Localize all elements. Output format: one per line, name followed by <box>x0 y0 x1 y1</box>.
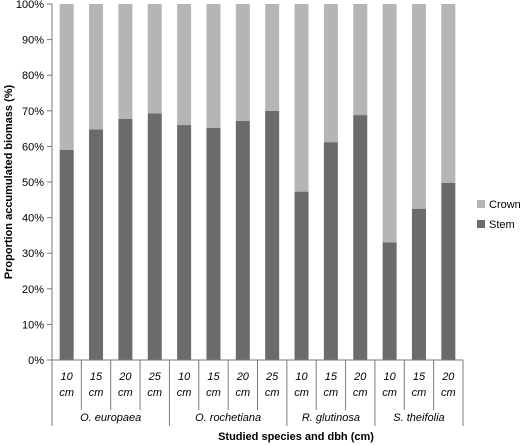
x-category-label: 15 cm <box>412 371 427 399</box>
legend-swatch-stem <box>477 220 485 228</box>
bar-crown-6 <box>206 4 221 128</box>
y-tick-label: 40% <box>22 213 44 225</box>
bar-stem-5 <box>177 125 192 360</box>
y-tick-label: 60% <box>22 141 44 153</box>
bar-crown-4 <box>147 4 162 114</box>
bar-stem-4 <box>147 113 162 360</box>
bar-stem-8 <box>265 110 280 360</box>
bar-stem-14 <box>441 182 456 360</box>
bar-stem-13 <box>411 208 426 360</box>
bar-crown-8 <box>265 4 280 111</box>
y-tick-label: 80% <box>22 70 44 82</box>
bar-crown-11 <box>353 4 368 116</box>
x-group-labels: O. europaea O. rochetiana R. glutinosa S. t… <box>80 412 445 424</box>
y-tick-label: 70% <box>22 106 44 118</box>
legend-label-stem: Stem <box>489 219 515 231</box>
legend: Crown Stem <box>477 199 520 231</box>
bar-crown-2 <box>89 4 104 130</box>
x-category-label: 20 cm <box>353 371 368 399</box>
bar-crown-12 <box>382 4 397 243</box>
bar-stem-12 <box>382 242 397 360</box>
y-tick-label: 10% <box>22 319 44 331</box>
bar-stem-9 <box>294 191 309 360</box>
x-category-label: 15 cm <box>206 371 221 399</box>
x-category-label: 15 cm <box>89 371 104 399</box>
y-tick-label: 90% <box>22 35 44 47</box>
x-category-label: 10 cm <box>59 371 74 399</box>
y-tick-label: 30% <box>22 248 44 260</box>
legend-swatch-crown <box>477 200 485 208</box>
x-group-label: R. glutinosa <box>302 412 360 424</box>
bar-stem-2 <box>89 129 104 360</box>
bar-stem-10 <box>323 142 338 360</box>
bars-layer <box>59 4 456 361</box>
bar-crown-10 <box>323 4 338 143</box>
bar-crown-1 <box>59 4 74 150</box>
bar-stem-1 <box>59 149 74 360</box>
x-category-label: 25 cm <box>147 371 162 399</box>
x-category-label: 25 cm <box>265 371 280 399</box>
x-category-labels: 10 cm 15 cm 20 cm 25 cm 10 cm 15 cm 20 cm 25 cm 10 cm 15 cm… <box>59 371 455 399</box>
bar-crown-7 <box>235 4 250 121</box>
bar-crown-9 <box>294 4 309 192</box>
axes-layer <box>47 3 464 426</box>
x-category-label: 20 cm <box>441 371 456 399</box>
x-category-label: 10 cm <box>294 371 309 399</box>
y-tick-labels: 0% 10% 20% 30% 40% 50% 60% 70% 80% 90% 100% <box>16 0 44 367</box>
y-tick-label: 50% <box>22 177 44 189</box>
bar-crown-13 <box>411 4 426 209</box>
bar-stem-3 <box>118 118 133 361</box>
x-category-label: 20 cm <box>118 371 133 399</box>
legend-label-crown: Crown <box>489 199 520 211</box>
x-group-label: O. europaea <box>80 412 141 424</box>
x-group-label: S. theifolia <box>393 412 444 424</box>
x-category-label: 10 cm <box>177 371 192 399</box>
x-axis-title: Studied species and dbh (cm) <box>218 431 374 443</box>
bar-stem-7 <box>235 120 250 361</box>
bar-crown-5 <box>177 4 192 126</box>
x-group-label: O. rochetiana <box>195 412 261 424</box>
bar-crown-14 <box>441 4 456 183</box>
y-tick-label: 100% <box>16 0 44 11</box>
y-axis-title: Proportion accumulated biomass (%) <box>3 84 15 279</box>
y-tick-label: 20% <box>22 284 44 296</box>
x-category-label: 20 cm <box>235 371 250 399</box>
bar-crown-3 <box>118 4 133 119</box>
y-tick-label: 0% <box>28 355 44 367</box>
bar-stem-11 <box>353 115 368 360</box>
x-category-label: 15 cm <box>324 371 339 399</box>
bar-stem-6 <box>206 127 221 360</box>
x-category-label: 10 cm <box>382 371 397 399</box>
